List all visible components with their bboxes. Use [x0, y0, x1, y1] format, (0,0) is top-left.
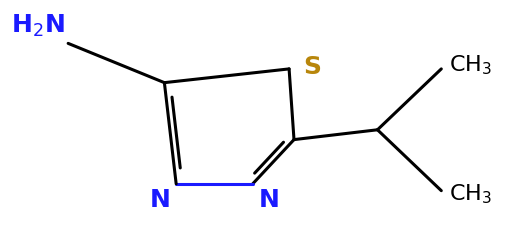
Text: H$_2$N: H$_2$N: [11, 13, 64, 39]
Text: N: N: [150, 188, 170, 212]
Text: CH$_3$: CH$_3$: [449, 183, 492, 206]
Text: S: S: [303, 55, 321, 79]
Text: N: N: [259, 188, 280, 212]
Text: CH$_3$: CH$_3$: [449, 53, 492, 77]
